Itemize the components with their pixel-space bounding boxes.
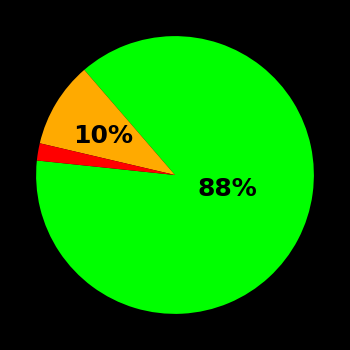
Wedge shape <box>36 36 314 314</box>
Text: 10%: 10% <box>73 124 133 148</box>
Text: 88%: 88% <box>198 177 258 201</box>
Wedge shape <box>37 143 175 175</box>
Wedge shape <box>40 70 175 175</box>
